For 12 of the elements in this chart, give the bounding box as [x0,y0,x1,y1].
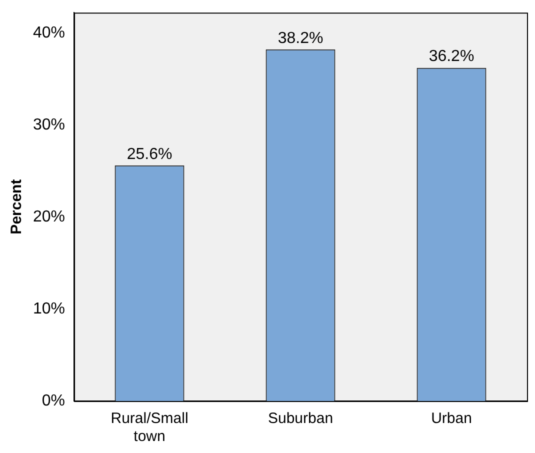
data-label: 38.2% [278,30,324,47]
x-tick-label: Rural/Small town [110,410,188,446]
data-label: 36.2% [428,48,474,66]
y-tick-label: 10% [32,300,66,318]
data-label: 25.6% [126,146,172,163]
y-tick-label: 0% [42,392,66,410]
y-tick-label: 20% [32,208,66,226]
y-axis-title: Percent [8,179,26,234]
y-tick-label: 40% [32,24,66,42]
x-tick-label: Suburban [268,410,334,428]
x-tick-label: Urban [431,410,472,428]
y-tick-label: 30% [32,116,66,134]
